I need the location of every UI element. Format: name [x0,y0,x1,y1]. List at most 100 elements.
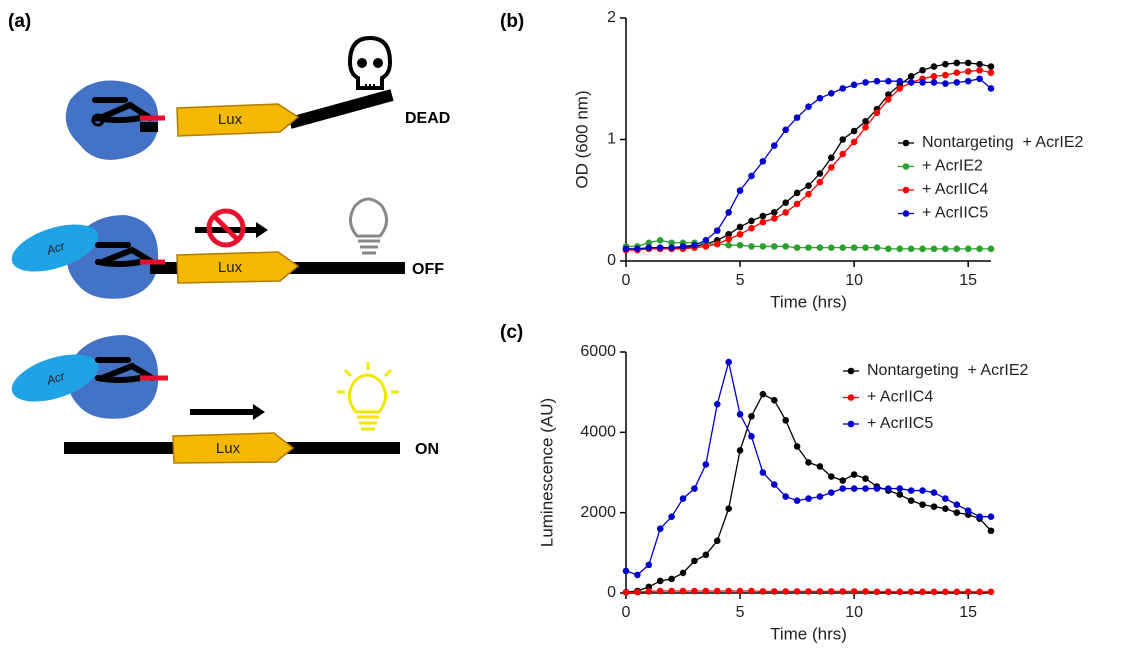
data-point [919,501,926,508]
data-point [828,164,835,171]
x-tick-label: 0 [622,272,631,289]
data-point [656,244,664,251]
y-tick-label: 2 [607,9,616,26]
y-tick-label: 1 [607,131,616,148]
data-point [964,77,972,85]
data-point [725,587,732,595]
data-point [668,244,675,251]
data-point [725,505,732,512]
data-point [828,90,835,97]
diagram: (a) Lux DEAD Acr [8,11,450,464]
data-point [656,577,664,585]
data-point [953,245,961,253]
x-tick-label: 5 [736,272,745,289]
data-point [736,223,744,231]
data-point [896,491,904,498]
data-point [885,588,892,596]
data-point [736,587,744,595]
y-axis-title: Luminescence (AU) [537,398,556,547]
data-point [896,588,904,596]
data-point [839,150,847,158]
data-point [964,507,972,514]
x-tick-label: 15 [959,272,977,289]
legend-label: Nontargeting + AcrIE2 [867,362,1029,379]
data-point [748,412,755,420]
data-point [656,525,664,533]
data-point [976,245,983,253]
x-tick-label: 15 [959,604,977,621]
data-point [816,588,824,595]
data-point [748,217,755,225]
data-point [862,475,869,482]
data-point [942,505,949,512]
legend-label: + AcrIIC4 [922,181,988,198]
data-point [828,489,835,496]
data-point [850,81,858,89]
data-point [919,66,926,74]
data-point [770,588,778,595]
x-tick-label: 10 [845,272,863,289]
data-point [839,588,847,595]
legend-marker [902,163,910,170]
data-point [850,588,858,595]
data-point [805,190,812,198]
data-point [919,487,926,494]
data-point [873,77,881,85]
data-point [702,587,710,595]
data-point [976,588,983,596]
data-point [873,588,881,596]
data-point [896,77,904,85]
row-off: Acr Lux OFF [11,197,444,299]
lux-gene [176,103,300,137]
data-point [645,561,653,569]
data-point [702,237,710,244]
data-point [622,567,630,575]
data-point [668,513,675,520]
data-point [793,588,801,595]
data-point [942,495,949,502]
data-point [782,199,789,206]
data-point [725,209,732,216]
data-point [770,142,778,149]
data-point [828,154,835,162]
data-point [987,69,995,76]
data-point [816,94,824,102]
data-point [805,103,812,110]
data-point [793,189,801,197]
data-point [953,509,961,516]
data-point [793,200,801,208]
data-point [736,187,744,194]
data-point [987,513,995,520]
dna [140,122,158,132]
acr-label: Acr [44,368,67,387]
data-point [930,503,938,510]
data-point [976,60,983,68]
data-point [782,126,789,134]
data-point [679,569,687,577]
data-point [987,527,995,535]
legend-marker [847,394,855,401]
data-point [907,497,915,504]
data-point [770,209,778,216]
y-tick-label: 6000 [580,343,616,360]
state-label: DEAD [405,110,450,127]
data-point [668,587,675,595]
chart: (b) 0 1 2 0 5 10 15 Time (hrs) OD (600 nm) Nontarg… [500,9,1084,311]
data-point [691,587,698,595]
legend-marker [902,210,910,217]
data-point [839,244,847,251]
data-point [885,245,892,253]
data-point [668,575,675,583]
data-point [942,71,949,79]
skull-icon [347,35,393,90]
data-point [953,79,961,86]
data-point [828,244,835,251]
data-point [691,557,698,565]
acr-protein [11,354,99,402]
data-point [645,239,653,247]
legend-label: + AcrIIC4 [867,389,933,406]
data-point [930,79,938,86]
lux-gene [172,432,295,464]
data-point [850,485,858,492]
data-point [634,571,641,579]
